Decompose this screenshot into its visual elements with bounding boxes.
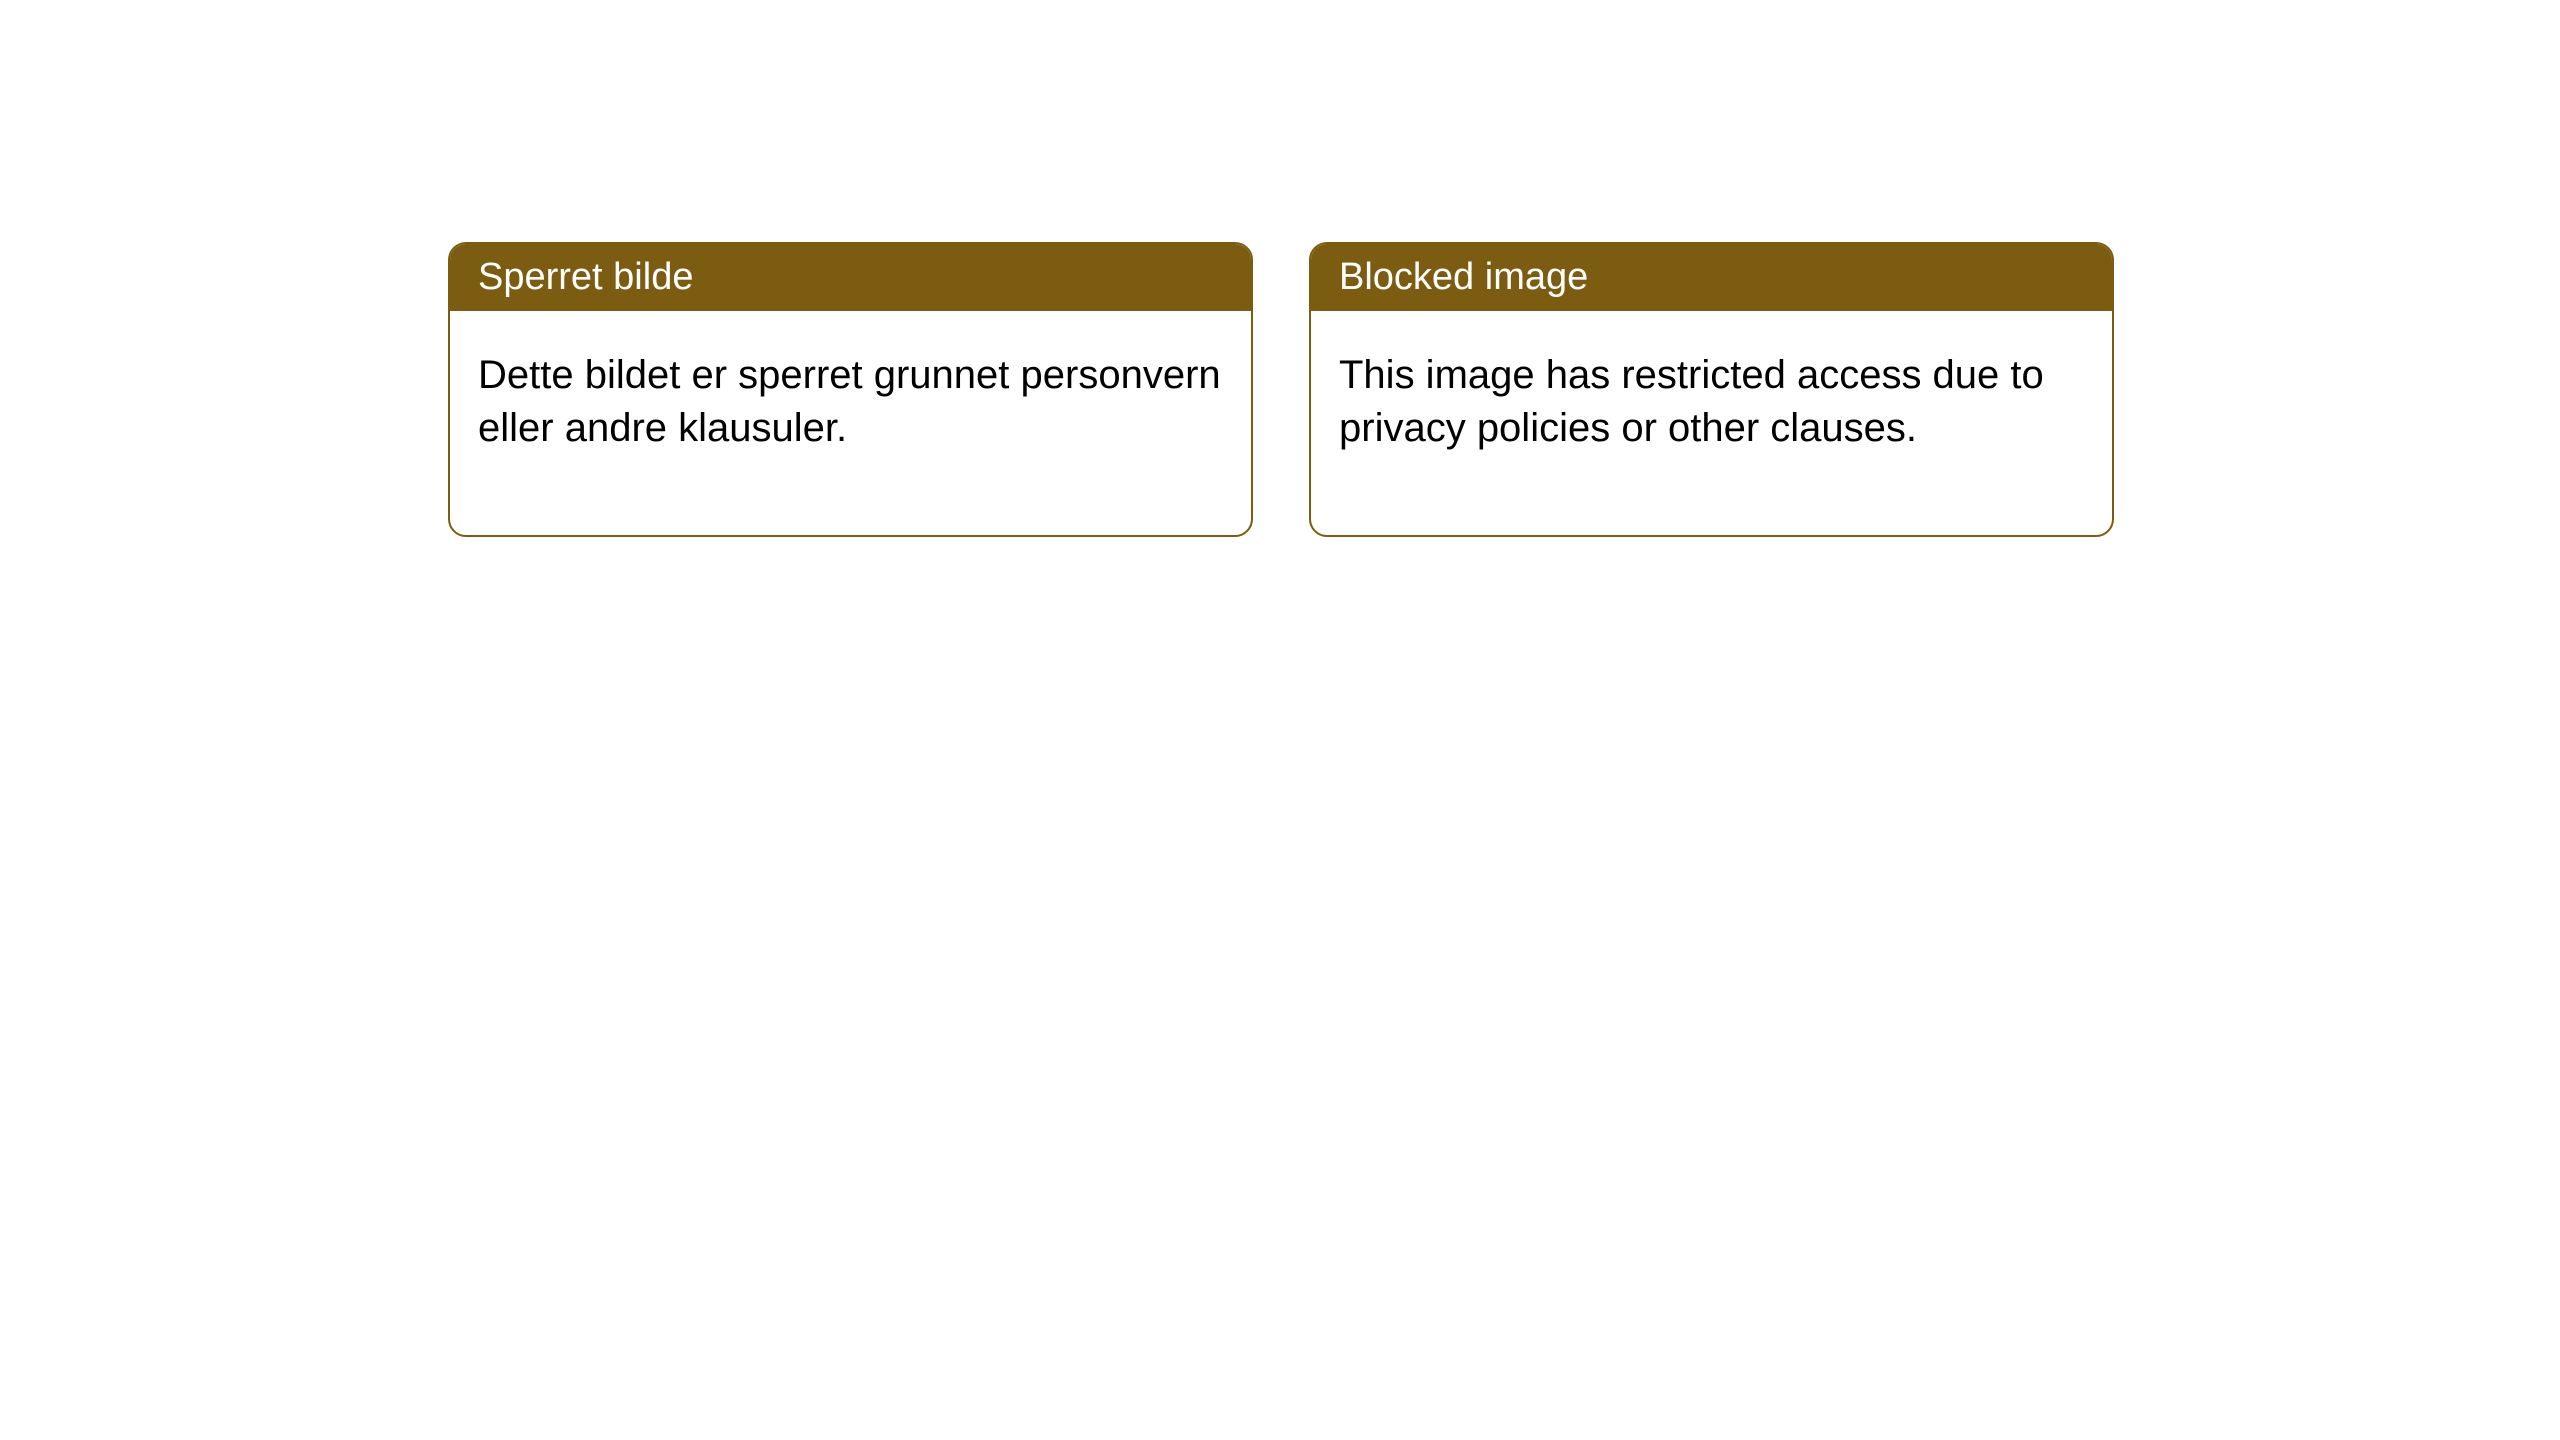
notice-container: Sperret bilde Dette bildet er sperret gr… [448,242,2114,537]
notice-card-en: Blocked image This image has restricted … [1309,242,2114,537]
notice-title-no: Sperret bilde [450,244,1251,311]
notice-body-en: This image has restricted access due to … [1311,311,2112,535]
notice-card-no: Sperret bilde Dette bildet er sperret gr… [448,242,1253,537]
notice-title-en: Blocked image [1311,244,2112,311]
notice-body-no: Dette bildet er sperret grunnet personve… [450,311,1251,535]
